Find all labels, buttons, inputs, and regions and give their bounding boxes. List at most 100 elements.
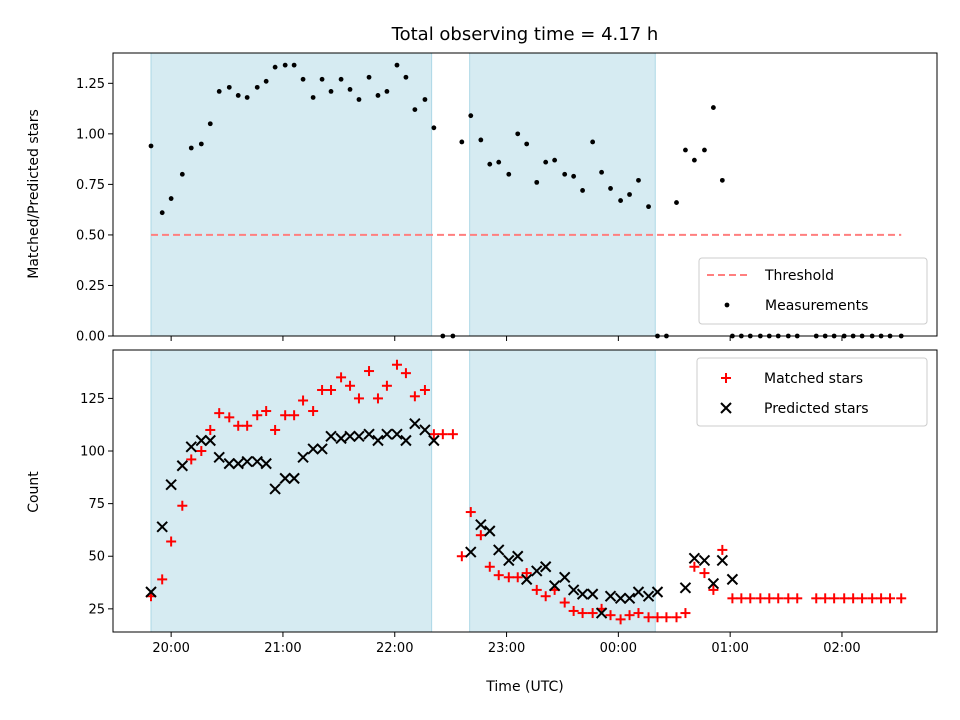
matched-star-point [783, 593, 794, 604]
predicted-star-point [688, 552, 701, 565]
predicted-star-point [288, 472, 300, 485]
measurement-point [403, 74, 409, 80]
measurement-point [394, 62, 400, 68]
predicted-mark-b [604, 590, 617, 602]
predicted-star-point [145, 586, 157, 598]
matched-star-point [242, 420, 253, 431]
matched-star-point [186, 454, 197, 465]
predicted-mark-b [558, 571, 571, 583]
legend-matched-swatch [721, 373, 731, 383]
measurement-point [300, 76, 306, 82]
predicted-star-point [614, 592, 627, 605]
matched-star-point [811, 593, 822, 604]
legend-threshold-label: Threshold [764, 268, 834, 284]
top-panel: 0.00 0.25 0.50 0.75 1.00 1.25 Threshold Measure… [76, 52, 938, 345]
predicted-star-point [195, 434, 208, 447]
matched-star-point [885, 593, 896, 604]
matched-star-point [689, 561, 700, 572]
predicted-mark-b [539, 561, 552, 573]
measurement-point [356, 97, 362, 102]
x-tick-label: 20:00 [152, 641, 189, 656]
matched-star-point [372, 393, 383, 404]
x-tick-label: 02:00 [823, 641, 860, 656]
shaded-band [150, 349, 433, 633]
matched-star-point [559, 597, 570, 608]
matched-star-point [839, 593, 850, 604]
predicted-star-point [623, 592, 636, 605]
measurement-point [590, 139, 596, 145]
matched-star-point [493, 570, 504, 581]
y-tick-label: 50 [88, 550, 105, 565]
matched-star-point [261, 406, 272, 417]
measurement-point [347, 86, 353, 92]
predicted-star-point [475, 518, 487, 531]
measurement-point [646, 204, 651, 210]
predicted-mark-b [595, 607, 608, 619]
matched-star-point [736, 593, 747, 604]
predicted-mark-b [325, 430, 337, 442]
matched-star-point [252, 410, 263, 421]
predicted-star-point [642, 590, 655, 602]
predicted-mark-b [195, 434, 208, 447]
matched-star-point [643, 612, 654, 623]
predicted-star-point [503, 554, 515, 567]
predicted-star-point [185, 441, 197, 453]
measurement-point [366, 74, 372, 80]
measurement-point [422, 97, 428, 102]
predicted-mark-b [632, 586, 645, 598]
legend-predicted-label: Predicted stars [764, 401, 869, 417]
matched-star-point [280, 410, 291, 421]
matched-star-point [364, 366, 375, 377]
matched-star-point [298, 395, 309, 406]
matched-star-point [671, 612, 682, 623]
predicted-star-point [316, 443, 328, 455]
matched-star-point [465, 507, 476, 518]
matched-star-point [896, 593, 907, 604]
measurement-point [272, 64, 278, 70]
matched-star-point [353, 393, 364, 404]
predicted-mark-b [381, 428, 393, 440]
matched-star-point [214, 408, 225, 419]
measurement-point [719, 177, 725, 183]
measurement-point [207, 121, 213, 127]
measurement-point [478, 137, 484, 143]
measurement-point [674, 200, 679, 205]
matched-star-point [512, 572, 523, 583]
predicted-star-point [419, 424, 431, 436]
predicted-mark-b [260, 457, 272, 470]
matched-star-point [624, 610, 635, 621]
predicted-star-point [232, 457, 244, 470]
matched-star-point [409, 391, 420, 402]
matched-star-point [381, 380, 392, 391]
predicted-mark-b [576, 588, 589, 600]
measurement-point [496, 159, 502, 165]
matched-star-point [727, 593, 738, 604]
predicted-mark-b [567, 584, 580, 596]
predicted-mark-b [716, 554, 729, 567]
matched-star-point [317, 384, 328, 395]
x-axis-title: Time (UTC) [485, 679, 563, 695]
measurement-point [319, 76, 325, 82]
matched-star-point [605, 610, 616, 621]
predicted-star-point [251, 455, 263, 468]
matched-star-point [876, 593, 887, 604]
x-tick-label: 23:00 [488, 641, 525, 656]
chart-title: Total observing time = 4.17 h [391, 24, 659, 45]
measurement-point [216, 89, 222, 94]
predicted-star-point [381, 428, 393, 440]
predicted-star-point [726, 573, 739, 586]
matched-star-point [503, 572, 514, 583]
matched-star-point [521, 568, 532, 579]
legend-measurement-label: Measurements [765, 298, 868, 314]
matched-star-point [157, 574, 168, 585]
legend-measurement-swatch [724, 302, 730, 308]
legend-matched-label: Matched stars [764, 371, 863, 387]
predicted-mark-b [165, 478, 177, 491]
matched-star-point [587, 608, 598, 619]
predicted-mark-b [548, 579, 561, 592]
y-tick-label: 0.25 [76, 279, 105, 294]
predicted-star-point [204, 434, 216, 447]
predicted-mark-b [344, 430, 356, 442]
measurement-point [710, 105, 716, 110]
matched-star-point [437, 429, 448, 440]
